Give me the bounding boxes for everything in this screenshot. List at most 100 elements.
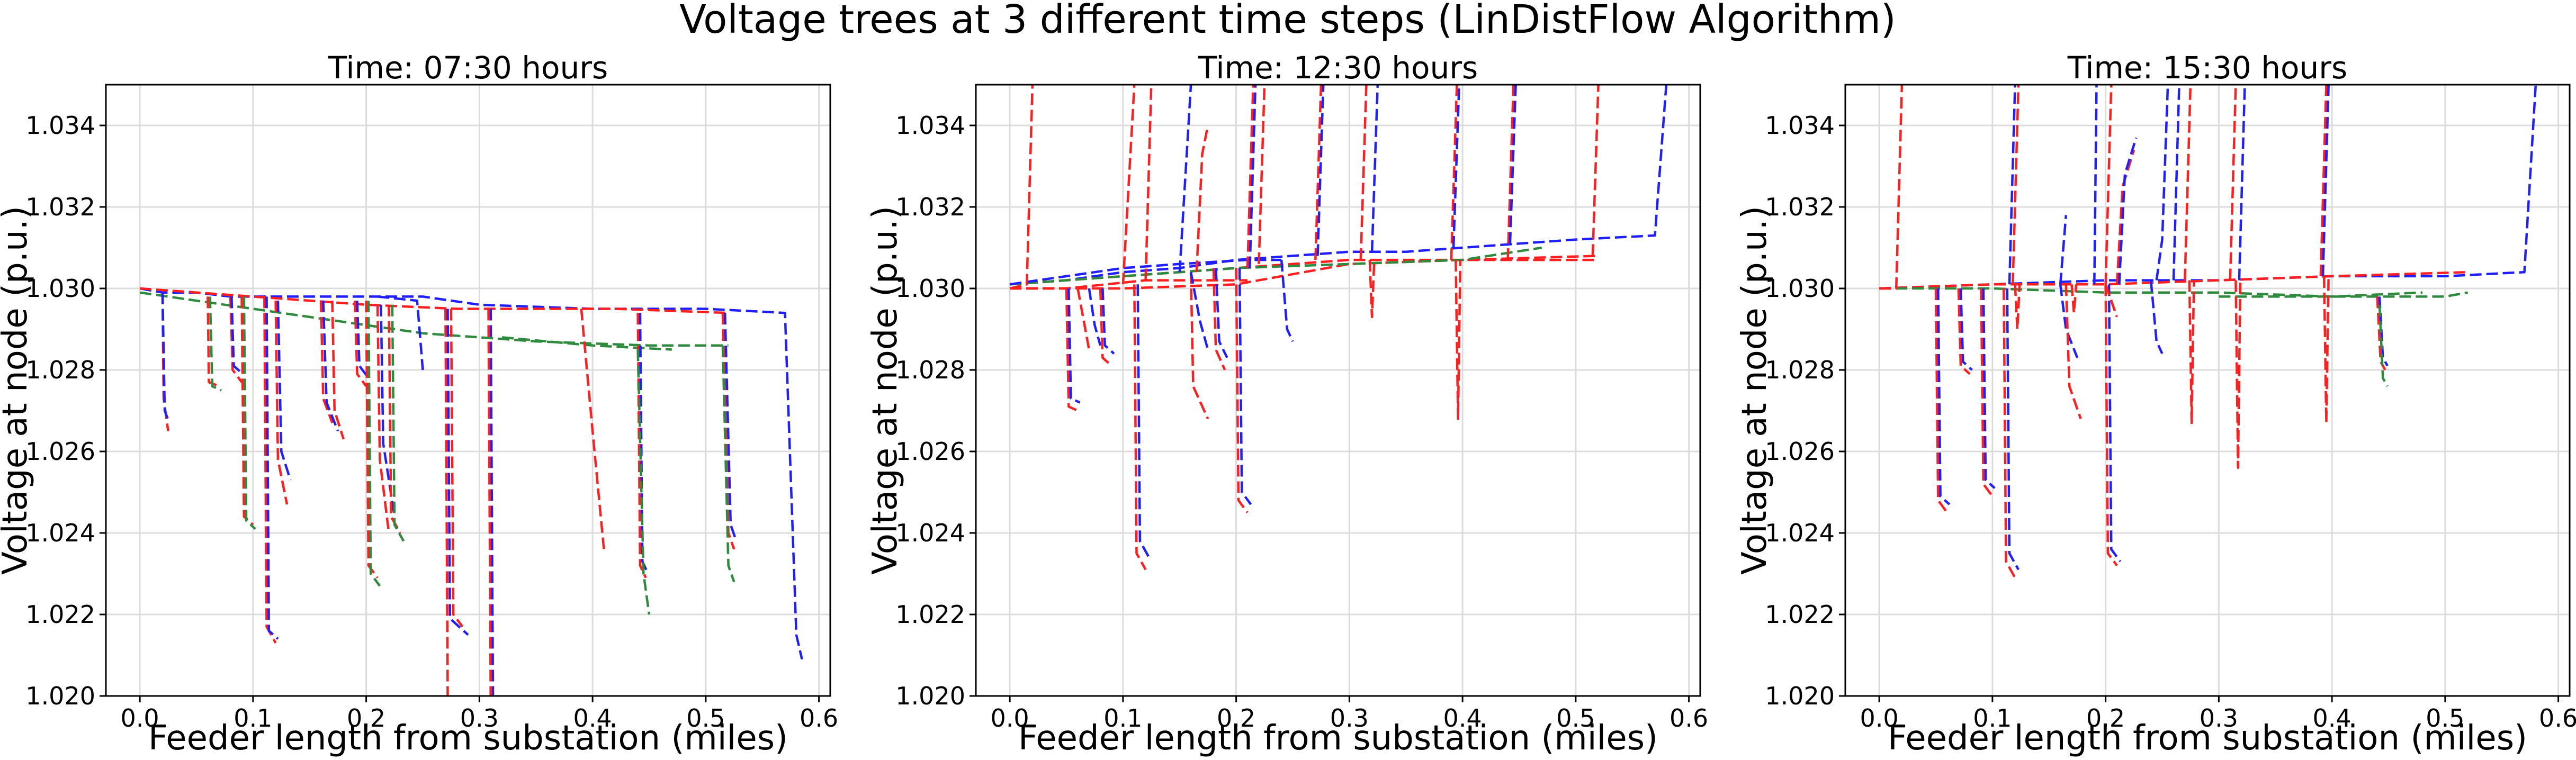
series-line-red	[365, 301, 379, 579]
series-line-blue	[2093, 85, 2098, 285]
x-tick-label: 0.1	[234, 704, 272, 732]
series-line-red	[331, 301, 345, 440]
x-tick-label: 0.4	[2313, 704, 2351, 732]
y-tick-label: 1.034	[895, 111, 965, 140]
series-line-green	[2378, 304, 2389, 387]
series-line-red	[319, 301, 334, 423]
series-line-blue	[723, 313, 738, 542]
x-tick-label: 0.0	[121, 704, 159, 732]
series-line-blue	[2059, 284, 2079, 358]
series-line-blue	[356, 301, 370, 379]
x-tick-label: 0.2	[347, 704, 385, 732]
voltage-traces	[139, 287, 803, 696]
series-line-blue	[446, 309, 469, 636]
x-tick-label: 0.6	[1670, 704, 1708, 732]
x-tick-label: 0.5	[686, 704, 725, 732]
series-line-red	[1314, 85, 1323, 260]
y-tick-label: 1.022	[895, 600, 965, 629]
series-line-blue	[1316, 85, 1325, 256]
series-line-red	[580, 309, 605, 550]
series-line-red	[1450, 85, 1458, 260]
series-line-blue	[1067, 288, 1081, 404]
series-line-red	[376, 304, 390, 533]
y-tick-label: 1.024	[1765, 519, 1835, 547]
y-tick-label: 1.030	[1765, 274, 1835, 303]
series-line-red	[2234, 280, 2242, 469]
grid-lines	[976, 85, 1700, 697]
x-tick-label: 0.3	[2200, 704, 2238, 732]
series-line-red	[1121, 85, 1136, 285]
series-line-blue	[1101, 288, 1115, 355]
series-line-blue	[1982, 288, 1996, 489]
y-axis-label: Voltage at node (p.u.)	[866, 206, 905, 575]
series-line-blue	[2008, 85, 2016, 285]
series-line-red	[2065, 284, 2082, 420]
y-tick-label: 1.030	[25, 274, 95, 303]
series-line-red	[1934, 288, 1949, 513]
x-axis-label: Feeder length from substation (miles)	[1888, 719, 2527, 758]
plot-frame	[975, 84, 1701, 697]
series-line-blue	[1959, 288, 1973, 371]
series-line-blue	[2118, 137, 2138, 285]
series-line-green	[1879, 287, 2423, 298]
series-line-red	[2014, 284, 2021, 331]
series-line-red	[2104, 284, 2119, 318]
y-tick-label: 1.020	[1765, 682, 1835, 710]
y-axis-label: Voltage at node (p.u.)	[1735, 206, 1774, 575]
y-tick-label: 1.034	[1765, 111, 1835, 140]
x-tick-label: 0.3	[1330, 704, 1369, 732]
series-line-red	[240, 296, 254, 526]
series-line-blue	[1452, 85, 1460, 248]
series-line-red	[1957, 288, 1971, 375]
series-line-blue	[1088, 288, 1102, 346]
x-tick-label: 0.5	[2426, 704, 2464, 732]
panel-1530: 0.0 0.1 0.2 0.3 0.4 0.5 0.6 1.020 1.022 1.024 1.02…	[1735, 50, 2576, 758]
series-line-blue	[1009, 258, 1282, 286]
series-line-red	[2003, 288, 2016, 578]
x-tick-label: 0.4	[573, 704, 612, 732]
series-line-red	[1009, 85, 1034, 290]
series-line-red	[274, 301, 289, 505]
series-line-red	[1879, 270, 2468, 290]
y-tick-label: 1.024	[895, 519, 965, 547]
series-line-green	[139, 291, 729, 347]
y-tick-label: 1.034	[25, 111, 95, 140]
x-axis-label: Feeder length from substation (miles)	[148, 719, 788, 758]
series-line-blue	[2155, 85, 2169, 281]
series-line-red	[1010, 258, 1599, 290]
series-line-red	[1133, 284, 1147, 571]
series-line-red	[1212, 268, 1226, 370]
series-line-blue	[1136, 284, 1150, 558]
y-tick-label: 1.028	[895, 356, 965, 384]
series-line-red	[139, 287, 729, 314]
y-tick-label: 1.026	[25, 437, 95, 466]
y-tick-label: 1.020	[25, 682, 95, 710]
series-line-blue	[2059, 215, 2068, 285]
series-line-red	[1246, 85, 1254, 268]
series-line-blue	[276, 301, 292, 481]
series-line-red	[2104, 284, 2118, 566]
series-line-blue	[1009, 85, 1668, 286]
series-line-blue	[1178, 85, 1192, 273]
x-tick-label: 0.1	[1103, 704, 1142, 732]
x-tick-label: 0.0	[991, 704, 1029, 732]
series-line-red	[263, 296, 277, 644]
series-line-blue	[1509, 85, 1517, 244]
series-line-blue	[1189, 272, 1209, 350]
series-line-blue	[1370, 85, 1379, 252]
series-line-blue	[161, 292, 170, 423]
series-line-blue	[377, 295, 424, 370]
series-line-red	[1455, 260, 1462, 420]
series-line-blue	[639, 313, 649, 574]
series-line-red	[1980, 288, 1994, 497]
y-axis-label: Voltage at node (p.u.)	[0, 206, 35, 575]
series-line-red	[444, 309, 449, 696]
y-tick-label: 1.026	[1765, 437, 1835, 466]
series-line-green	[501, 336, 672, 351]
plot-frame	[105, 84, 831, 697]
figure-suptitle: Voltage trees at 3 different time steps …	[679, 0, 1896, 42]
series-line-red	[487, 309, 492, 696]
y-tick-label: 1.026	[895, 437, 965, 466]
series-line-red	[2012, 85, 2020, 285]
series-line-blue	[139, 287, 803, 660]
